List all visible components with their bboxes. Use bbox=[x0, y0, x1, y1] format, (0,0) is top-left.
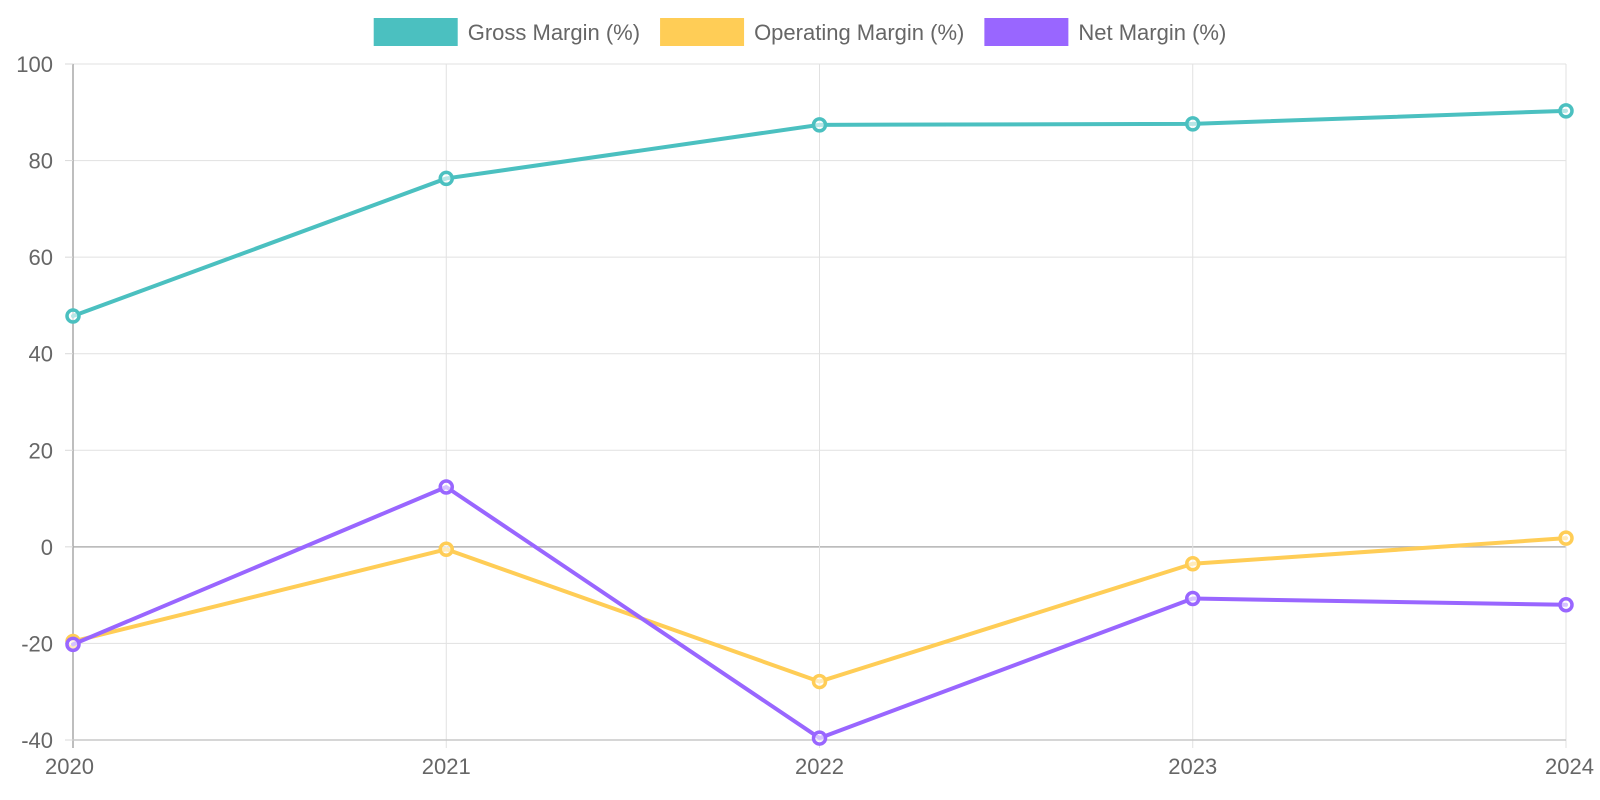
data-point[interactable] bbox=[1185, 590, 1201, 607]
data-point[interactable] bbox=[438, 170, 454, 187]
chart-grid bbox=[72, 63, 1567, 748]
legend-label: Gross Margin (%) bbox=[468, 20, 640, 45]
chart-legend: Gross Margin (%) Operating Margin (%) Net … bbox=[373, 18, 1226, 46]
data-point[interactable] bbox=[438, 479, 454, 495]
y-tick-label: 40 bbox=[29, 342, 53, 367]
data-point[interactable] bbox=[1185, 116, 1201, 132]
legend-swatch[interactable] bbox=[984, 18, 1069, 46]
series-0 bbox=[65, 103, 1574, 324]
x-tick-label: 2023 bbox=[1168, 754, 1217, 779]
x-tick-label: 2024 bbox=[1545, 754, 1594, 779]
data-point[interactable] bbox=[1185, 556, 1201, 572]
data-point[interactable] bbox=[65, 636, 81, 653]
y-tick-label: 20 bbox=[29, 438, 53, 463]
y-tick-label: 60 bbox=[29, 245, 53, 270]
y-tick-label: 100 bbox=[16, 52, 53, 77]
legend-label: Operating Margin (%) bbox=[754, 20, 964, 45]
legend-swatch[interactable] bbox=[660, 18, 745, 46]
data-point[interactable] bbox=[1558, 597, 1574, 613]
chart-series bbox=[65, 103, 1574, 746]
x-tick-label: 2021 bbox=[422, 754, 471, 779]
y-tick-label: 0 bbox=[41, 535, 53, 560]
data-point[interactable] bbox=[1558, 530, 1574, 546]
legend-swatch[interactable] bbox=[373, 18, 458, 46]
series-2 bbox=[65, 479, 1574, 746]
data-point[interactable] bbox=[811, 673, 828, 690]
legend-label: Net Margin (%) bbox=[1078, 20, 1226, 45]
data-point[interactable] bbox=[811, 730, 828, 746]
data-point[interactable] bbox=[438, 541, 454, 558]
x-tick-label: 2020 bbox=[45, 754, 94, 779]
data-point[interactable] bbox=[1558, 103, 1574, 119]
y-tick-label: -20 bbox=[21, 631, 53, 656]
y-tick-label: -40 bbox=[21, 728, 53, 753]
data-point[interactable] bbox=[811, 117, 828, 133]
x-tick-label: 2022 bbox=[795, 754, 844, 779]
y-tick-label: 80 bbox=[29, 149, 53, 174]
data-point[interactable] bbox=[65, 308, 81, 324]
